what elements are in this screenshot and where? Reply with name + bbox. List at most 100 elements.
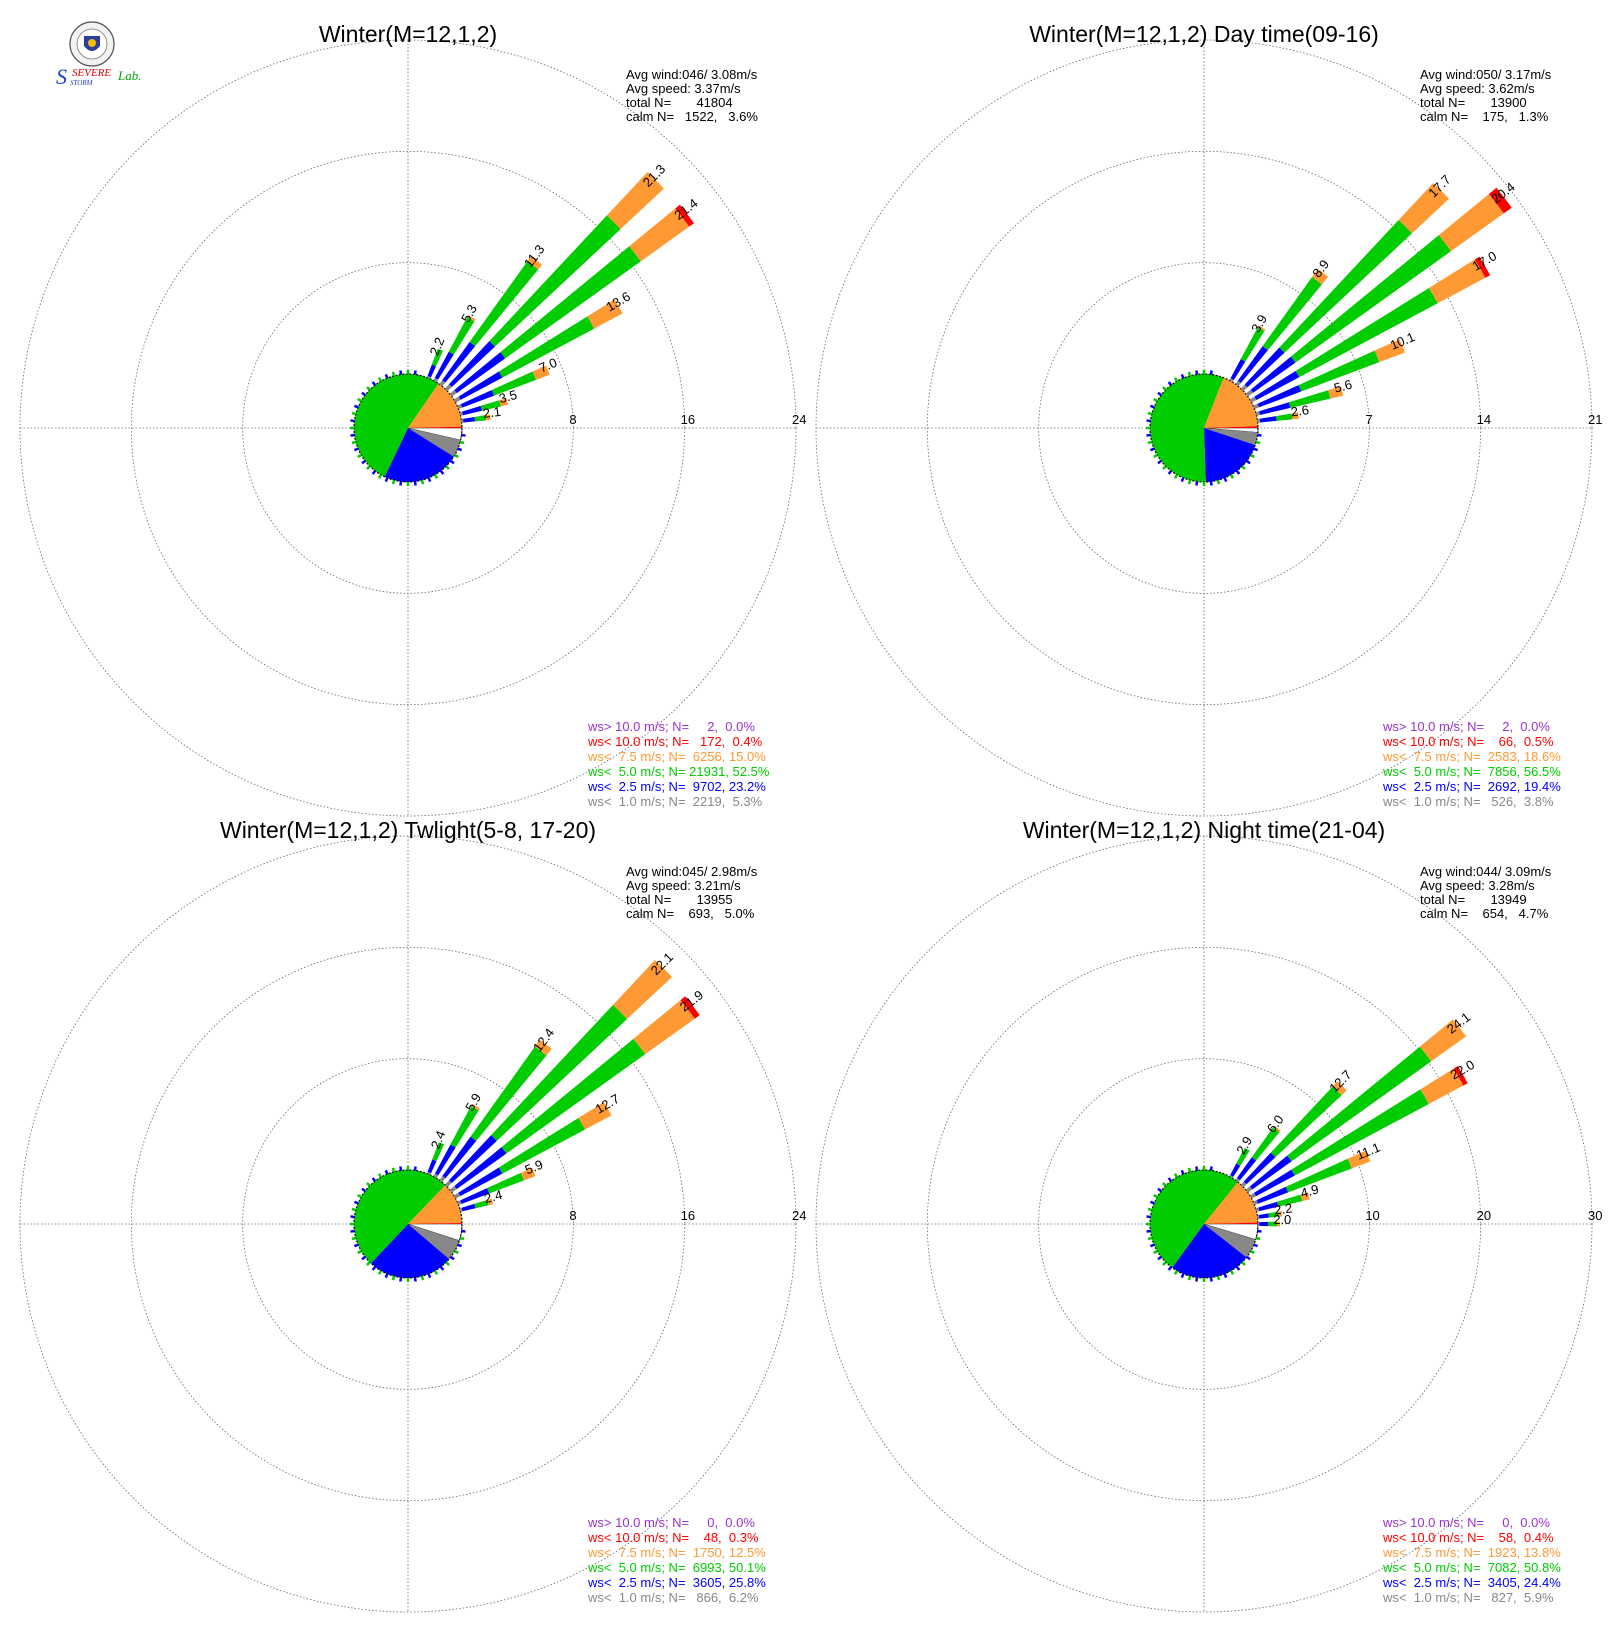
minor-direction-tick <box>433 474 439 479</box>
minor-direction-tick <box>1149 1200 1155 1205</box>
minor-direction-tick <box>1255 440 1261 445</box>
legend-entry: ws< 1.0 m/s; N= 827, 5.9% <box>1382 1590 1554 1605</box>
info-avg-wind: Avg wind:045/ 2.98m/s <box>626 864 758 879</box>
bar-value-label: 11.1 <box>1354 1140 1382 1163</box>
panel-title: Winter(M=12,1,2) Day time(09-16) <box>1029 21 1379 47</box>
minor-direction-tick <box>1146 433 1151 437</box>
bar-segment-lt25 <box>454 352 506 394</box>
bar-segment-lt75 <box>1300 1192 1310 1202</box>
logo-emblem-star <box>88 39 96 47</box>
minor-direction-tick <box>357 397 362 403</box>
legend-entry: ws> 10.0 m/s; N= 2, 0.0% <box>1382 719 1550 734</box>
minor-direction-tick <box>384 1273 389 1279</box>
minor-direction-tick <box>1209 1277 1213 1282</box>
bar-segment-lt75 <box>1278 1211 1283 1217</box>
bar-segment-lt5 <box>1240 327 1265 362</box>
wind-rose-panel: 8 16 242.45.912.422.121.912.75.92.4Winter(… <box>19 817 806 1613</box>
bar-segment-lt5 <box>487 1172 524 1194</box>
bar-segment-lt25 <box>449 1135 497 1183</box>
bar-segment-lt1 <box>1249 1192 1256 1199</box>
bar-value-label: 5.6 <box>1332 377 1353 396</box>
bar-value-label: 3.5 <box>497 387 518 406</box>
bar-segment-lt1 <box>453 396 461 403</box>
minor-direction-tick <box>384 477 389 483</box>
minor-direction-tick <box>1162 386 1167 391</box>
bar-segment-lt1 <box>1240 1181 1247 1188</box>
minor-direction-tick <box>1153 1249 1158 1255</box>
pie-slice-lt1 <box>408 428 461 457</box>
logo-word-severe: SEVERE <box>72 67 111 79</box>
grid-ring <box>130 150 686 706</box>
bar-segment-lt1 <box>1253 403 1260 410</box>
bar-segment-lt5 <box>450 1106 479 1148</box>
bar-segment-lt75 <box>606 172 664 230</box>
bar-segment-lt1 <box>444 384 452 392</box>
minor-direction-tick <box>1187 371 1192 377</box>
minor-direction-tick <box>1149 404 1155 409</box>
bar-segment-lt75 <box>1438 193 1504 252</box>
pie-slice-lt5 <box>1149 1169 1238 1268</box>
legend-entry: ws> 10.0 m/s; N= 0, 0.0% <box>587 1515 755 1530</box>
minor-direction-tick <box>1180 477 1185 483</box>
minor-direction-tick <box>357 1249 362 1255</box>
wind-rose-panel: 10 20 302.96.012.724.122.011.14.92.22.0Win… <box>815 817 1602 1613</box>
minor-direction-tick <box>391 1167 396 1173</box>
bar-segment-lt75 <box>1420 1068 1464 1104</box>
legend-entry: ws< 1.0 m/s; N= 866, 6.2% <box>587 1590 759 1605</box>
minor-direction-tick <box>1253 1243 1259 1248</box>
wind-rose-panel: 7 14 213.98.917.7 20.417.010.15.62.6Winter(… <box>815 21 1602 817</box>
bar-segment-lt75 <box>485 414 491 421</box>
bar-segment-lt75 <box>1374 339 1405 363</box>
tick-label: 20 <box>1477 1208 1491 1223</box>
minor-direction-tick <box>420 1275 425 1281</box>
panel-title: Winter(M=12,1,2) Twlight(5-8, 17-20) <box>220 817 596 843</box>
bar-value-label: 3.9 <box>1248 312 1270 335</box>
bar-segment-lt75 <box>613 960 672 1019</box>
minor-direction-tick <box>351 440 357 445</box>
info-avg-wind: Avg wind:046/ 3.08m/s <box>626 67 758 82</box>
bar-segment-lt75 <box>527 256 543 270</box>
minor-direction-tick <box>1180 1273 1185 1279</box>
bar-segment-lt1 <box>444 1180 452 1188</box>
bar-segment-lt25 <box>1259 1221 1269 1227</box>
bar-segment-lt1 <box>449 389 457 397</box>
minor-direction-tick <box>1229 474 1235 479</box>
bar-segment-lt1 <box>1255 411 1261 416</box>
minor-direction-tick <box>377 1270 383 1275</box>
bar-segment-lt25 <box>1258 1201 1279 1212</box>
bar-segment-lt5 <box>448 317 475 355</box>
minor-direction-tick <box>1147 440 1153 445</box>
legend-entry: ws< 2.5 m/s; N= 3405, 24.4% <box>1382 1575 1561 1590</box>
bar-segment-lt5 <box>489 215 621 347</box>
minor-direction-tick <box>353 1243 359 1248</box>
legend-entry: ws< 1.0 m/s; N= 526, 3.8% <box>1382 794 1554 809</box>
bar-segment-lt75 <box>532 365 550 380</box>
minor-direction-tick <box>459 440 465 445</box>
bar-segment-lt5 <box>1236 1147 1250 1166</box>
minor-direction-tick <box>371 381 377 386</box>
legend-entry: ws< 2.5 m/s; N= 3605, 25.8% <box>587 1575 766 1590</box>
minor-direction-tick <box>1162 1182 1167 1187</box>
minor-direction-tick <box>413 370 417 375</box>
bar-segment-lt25 <box>448 340 496 388</box>
info-total: total N= 41804 <box>626 95 733 110</box>
minor-direction-tick <box>1241 465 1246 470</box>
minor-direction-tick <box>454 453 459 459</box>
minor-direction-tick <box>1246 1255 1251 1261</box>
bar-segment-lt1 <box>459 411 463 416</box>
pie-slice-lt1 <box>408 1224 460 1259</box>
bar-segment-lt25 <box>1237 346 1268 383</box>
pie-slice-lt75 <box>1204 377 1258 428</box>
bar-segment-lt5 <box>1270 1086 1342 1158</box>
bar-segment-lt1 <box>1235 380 1241 387</box>
bar-segment-lt5 <box>1287 1046 1432 1162</box>
minor-direction-tick <box>350 1229 355 1233</box>
minor-direction-tick <box>1229 1270 1235 1275</box>
bar-segment-lt75 <box>1312 268 1329 285</box>
minor-direction-tick <box>1157 1187 1162 1193</box>
bar-segment-lt25 <box>1236 1157 1257 1181</box>
logo-word-storm: STORM <box>70 79 94 87</box>
tick-label: 16 <box>681 412 695 427</box>
minor-direction-tick <box>461 433 466 437</box>
